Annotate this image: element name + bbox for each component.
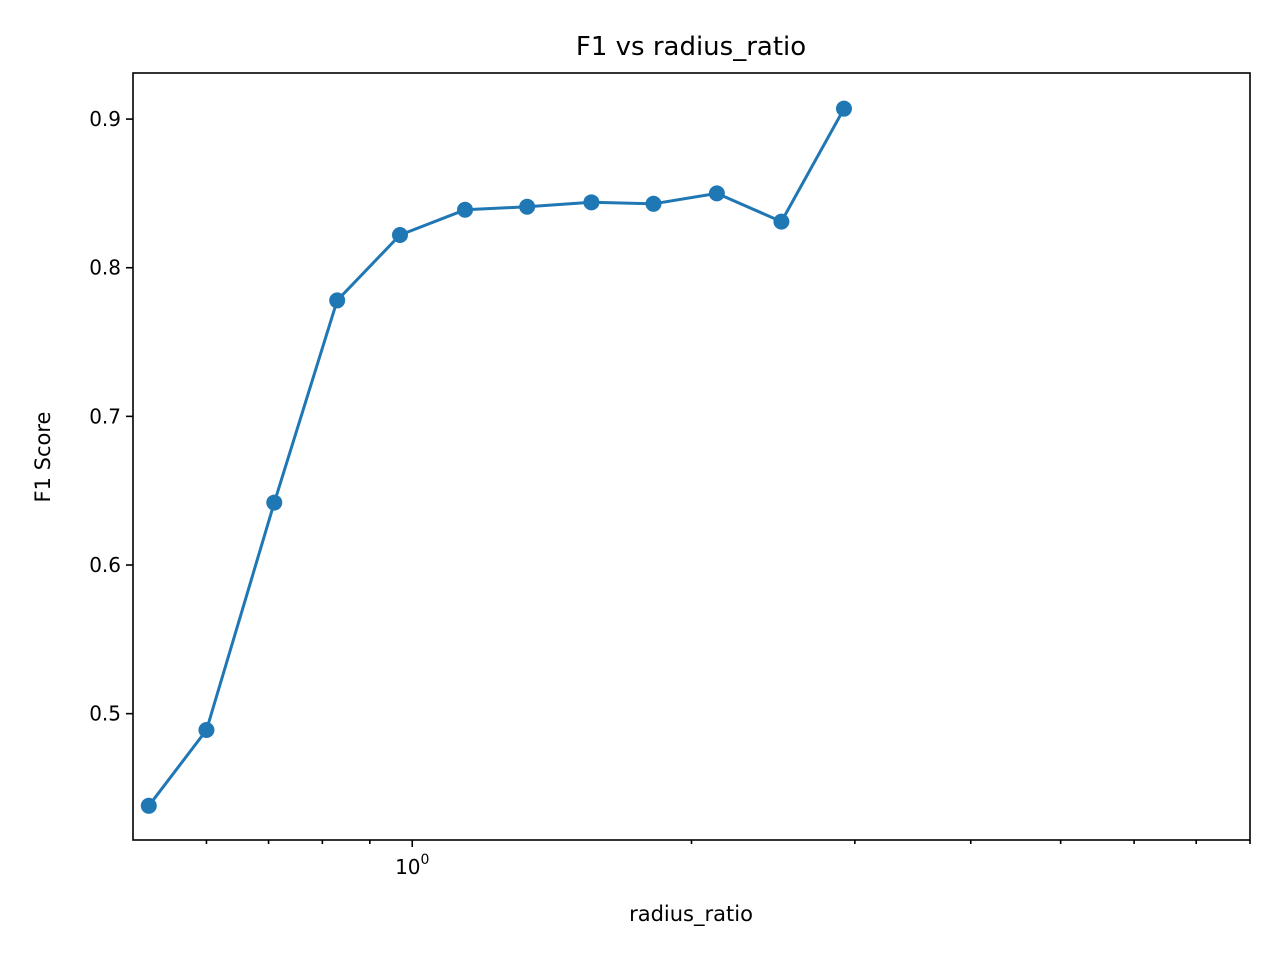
data-point-11 — [835, 100, 852, 117]
data-point-3 — [329, 292, 346, 309]
x-axis: 100 — [205, 840, 1251, 879]
data-point-4 — [391, 227, 408, 244]
series-line-0 — [147, 107, 846, 807]
y-tick-label-4: 0.9 — [89, 107, 121, 131]
chart-title: F1 vs radius_ratio — [576, 32, 806, 62]
data-point-10 — [773, 213, 790, 230]
data-point-1 — [198, 722, 215, 739]
plot-frame — [132, 72, 1251, 841]
x-axis-label: radius_ratio — [629, 902, 753, 927]
y-tick-label-2: 0.7 — [89, 404, 121, 428]
y-tick-label-0: 0.5 — [89, 702, 121, 726]
data-point-6 — [519, 198, 536, 215]
y-tick-label-1: 0.6 — [89, 553, 121, 577]
data-point-5 — [457, 201, 474, 218]
data-point-9 — [708, 185, 725, 202]
series-group — [140, 100, 852, 814]
data-point-0 — [140, 797, 157, 814]
data-point-8 — [645, 195, 662, 212]
x-tick-label-0: 100 — [395, 852, 429, 879]
y-axis-label: F1 Score — [31, 412, 55, 503]
y-axis: 0.5 0.6 0.7 0.8 0.9 — [89, 107, 133, 726]
data-point-2 — [266, 494, 283, 511]
data-point-7 — [583, 194, 600, 211]
y-tick-label-3: 0.8 — [89, 256, 121, 280]
